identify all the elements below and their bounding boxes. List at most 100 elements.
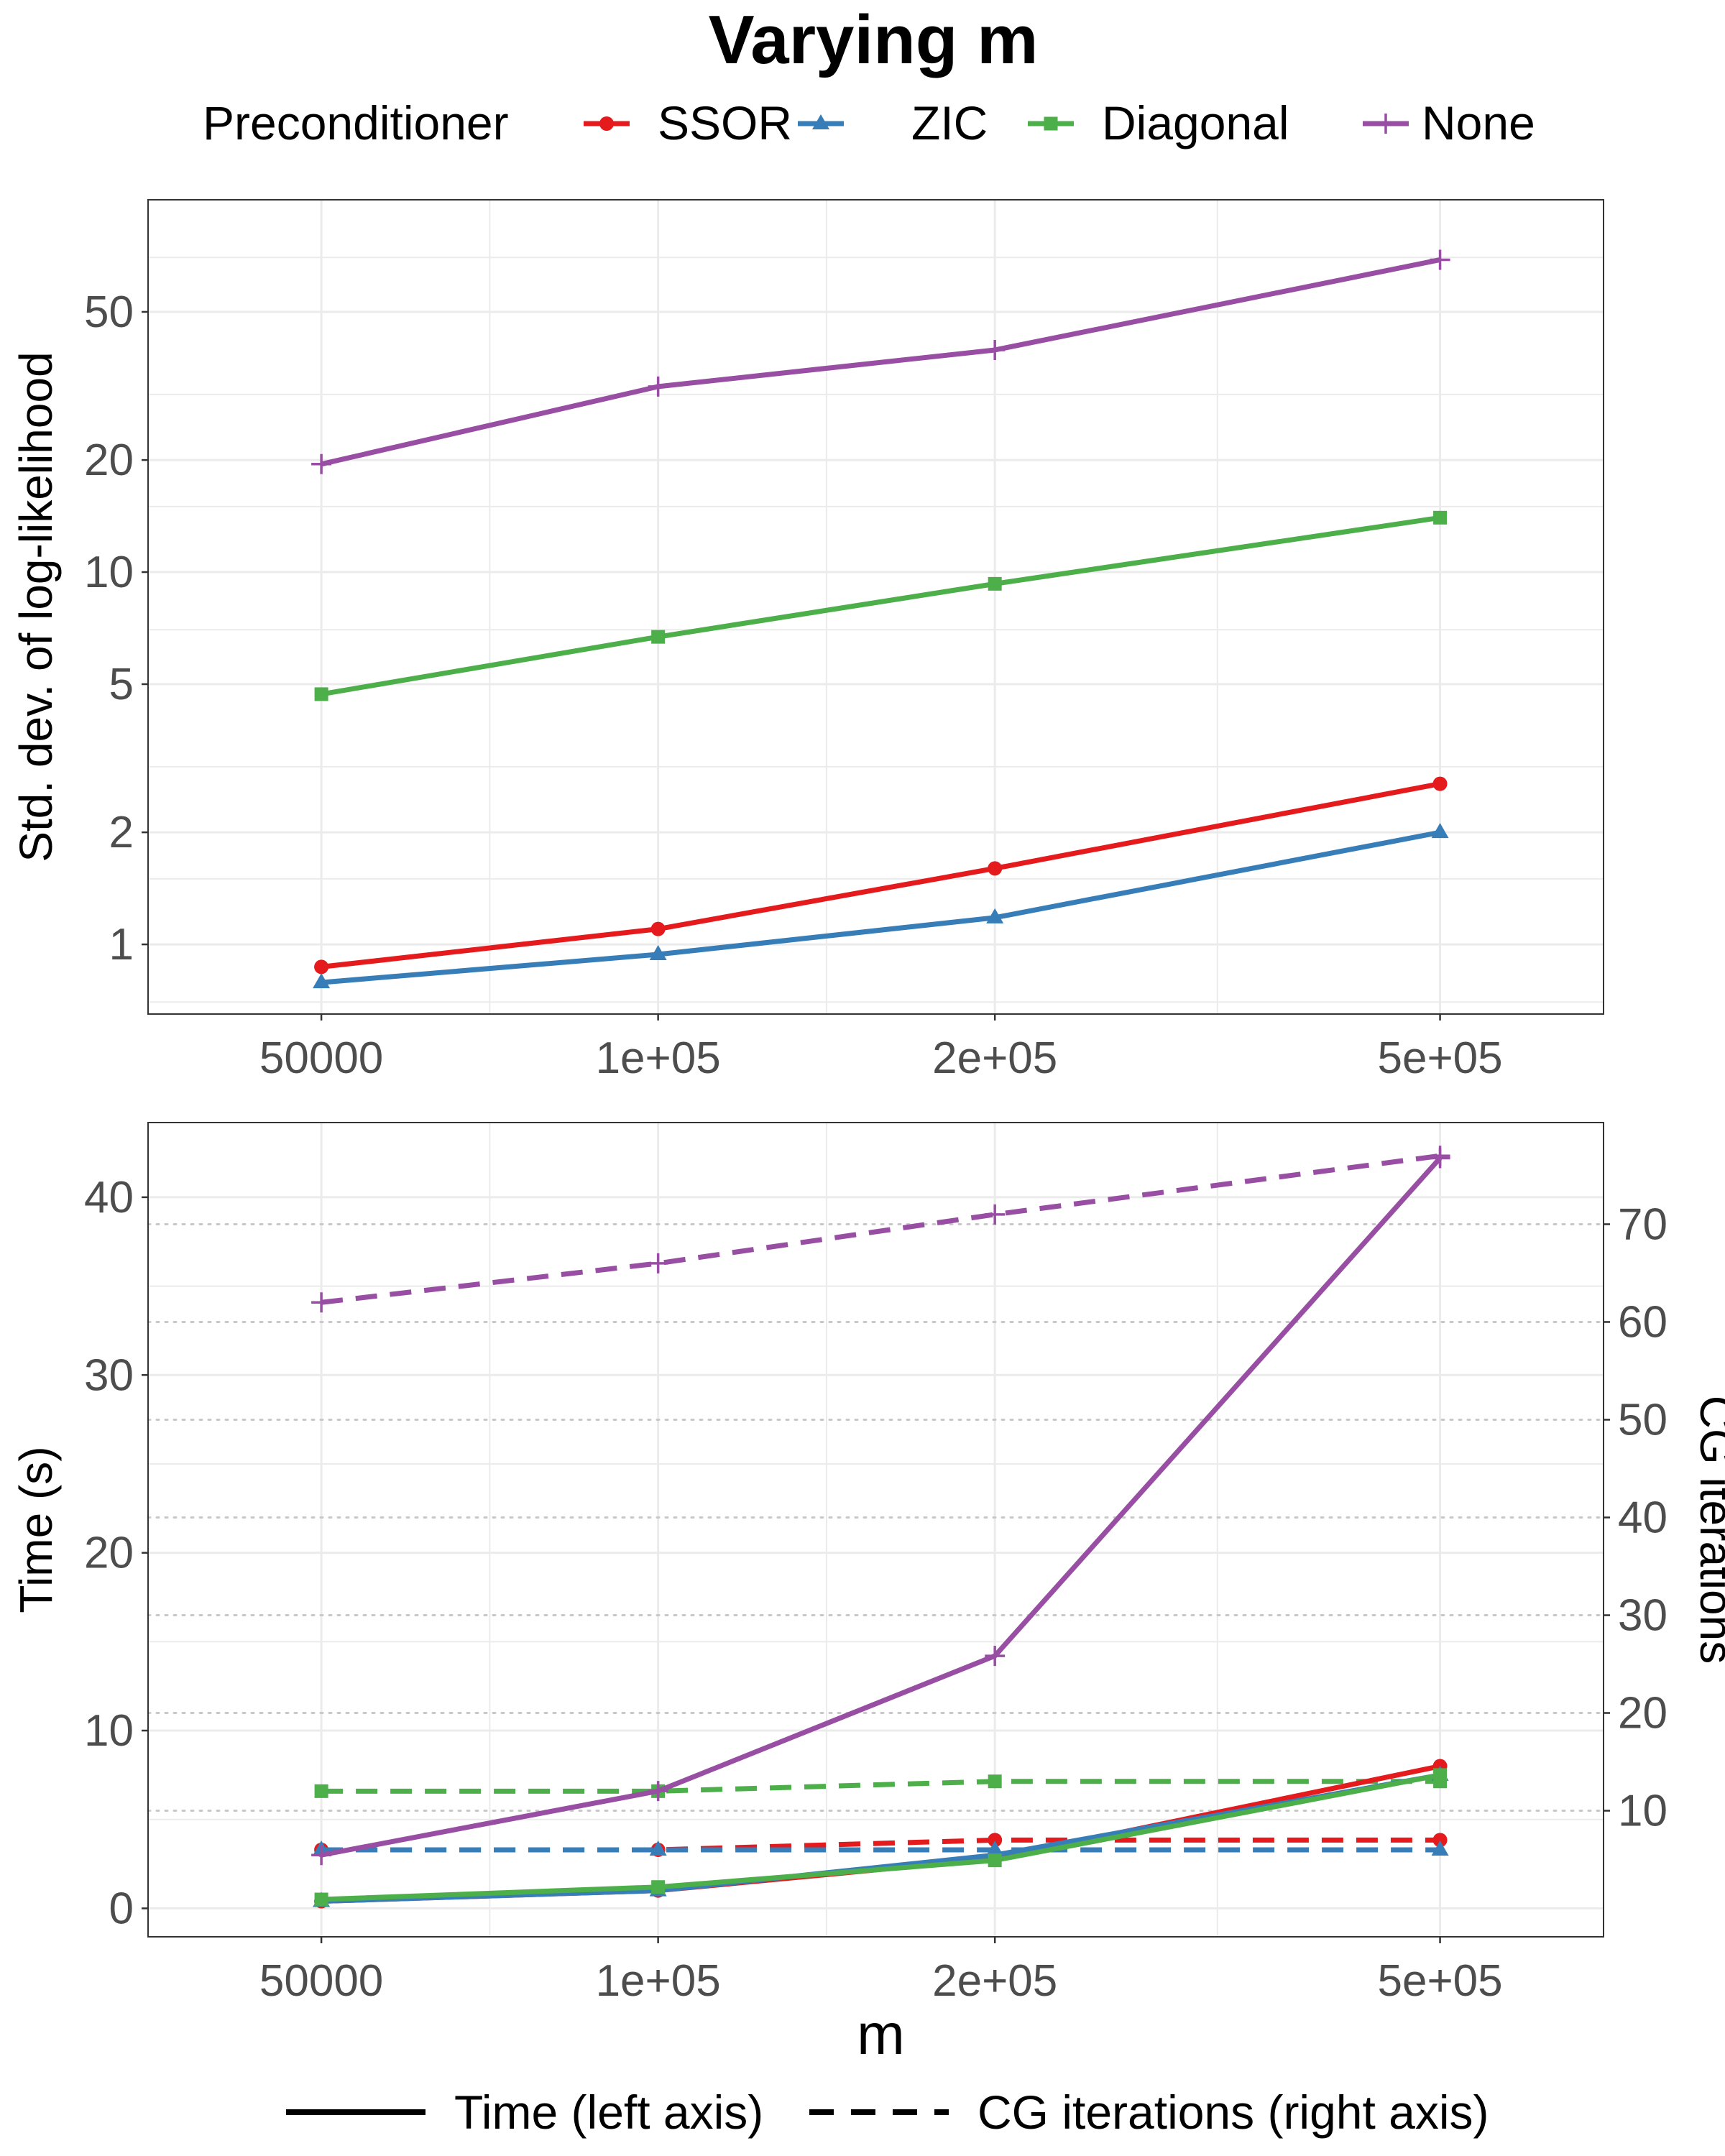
bottom-point-diagonal-time (1433, 1768, 1448, 1782)
legend-label-cg-iterations: CG iterations (right axis) (978, 2086, 1489, 2139)
top-point-ssor (650, 921, 666, 936)
bottom-xtick-label: 1e+05 (596, 1956, 721, 2006)
bottom-point-ssor-cg-iterations (988, 1833, 1003, 1848)
top-series-diagonal (314, 510, 1448, 701)
legend-label-time: Time (left axis) (454, 2086, 763, 2139)
top-point-none (985, 339, 1006, 360)
bottom-point-none-time (311, 1845, 332, 1866)
bottom-point-zic-cg-iterations (649, 1840, 667, 1856)
bottom-point-none-time (648, 1781, 668, 1802)
bottom-y2tick-label: 10 (1618, 1787, 1668, 1836)
top-line-diagonal (321, 515, 1441, 697)
bottom-line-none-time (321, 1156, 1443, 1858)
bottom-y2-axis-title: CG iterations (1690, 1396, 1725, 1664)
top-point-diagonal (314, 687, 328, 701)
top-series-ssor (314, 776, 1448, 975)
top-line-ssor (321, 781, 1441, 969)
legend-key-marker-none (1376, 114, 1396, 134)
bottom-series-diagonal-time (314, 1768, 1448, 1907)
bottom-point-none-time (985, 1646, 1006, 1667)
top-point-none (648, 376, 668, 397)
legend-key-marker-zic (812, 114, 829, 129)
top-panel-border (147, 199, 1604, 1015)
bottom-point-none-cg-iterations (985, 1204, 1006, 1225)
legend-label-diagonal: Diagonal (1102, 96, 1289, 149)
top-ytick-label: 10 (84, 548, 134, 597)
figure-title: Varying m (709, 1, 1039, 78)
top-ytick-label: 5 (109, 660, 134, 709)
bottom-y2tick-label: 20 (1618, 1689, 1668, 1738)
top-point-ssor (314, 959, 329, 975)
bottom-series-ssor-time (314, 1759, 1448, 1909)
bottom-y2tick-label: 40 (1618, 1493, 1668, 1542)
bottom-x-axis-title: m (857, 2002, 905, 2066)
top-point-diagonal (988, 576, 1002, 591)
bottom-point-diagonal-cg-iterations (988, 1774, 1002, 1789)
top-xtick-label: 50000 (259, 1033, 383, 1083)
bottom-point-diagonal-time (988, 1853, 1002, 1868)
bottom-y2tick-label: 30 (1618, 1591, 1668, 1641)
bottom-y2tick-label: 50 (1618, 1395, 1668, 1445)
top-xtick-label: 5e+05 (1377, 1033, 1502, 1083)
legend-key-marker-ssor (599, 116, 614, 131)
bottom-ytick-label: 40 (84, 1173, 134, 1222)
bottom-ytick-label: 10 (84, 1706, 134, 1756)
legend: Preconditioner SSOR ZIC Diagonal None (203, 96, 1535, 149)
bottom-point-none-cg-iterations (648, 1253, 668, 1273)
top-line-none (321, 257, 1441, 467)
bottom-point-diagonal-cg-iterations (314, 1784, 328, 1798)
bottom-xtick-label: 50000 (259, 1956, 383, 2006)
bottom-series-diagonal-cg-iterations (314, 1774, 1448, 1798)
legend-title: Preconditioner (203, 96, 509, 149)
top-point-ssor (1432, 776, 1448, 791)
bottom-y2tick-label: 60 (1618, 1297, 1668, 1347)
bottom-series-none-time (311, 1148, 1450, 1866)
bottom-y-axis-title: Time (s) (10, 1446, 62, 1613)
top-ytick-label: 50 (84, 287, 134, 337)
bottom-point-diagonal-time (314, 1892, 328, 1907)
bottom-point-ssor-cg-iterations (1432, 1833, 1448, 1848)
top-point-zic (1431, 823, 1449, 839)
legend-label-zic: ZIC (911, 96, 988, 149)
top-line-zic (321, 829, 1441, 985)
bottom-panel-border (147, 1122, 1604, 1938)
bottom-xtick-label: 2e+05 (932, 1956, 1057, 2006)
bottom-ytick-label: 30 (84, 1350, 134, 1400)
bottom-series-ssor-cg-iterations (314, 1833, 1448, 1857)
top-ytick-label: 1 (109, 920, 134, 969)
top-point-zic (649, 945, 667, 961)
legend-key-marker-diagonal (1044, 116, 1058, 131)
top-series-zic (313, 823, 1449, 989)
bottom-point-none-time (1430, 1148, 1450, 1169)
bottom-y2tick-label: 70 (1618, 1199, 1668, 1249)
bottom-xtick-label: 5e+05 (1377, 1956, 1502, 2006)
bottom-ytick-label: 0 (109, 1884, 134, 1933)
bottom-line-none-cg-iterations (321, 1153, 1441, 1305)
linetype-legend: Time (left axis) CG iterations (right axi… (286, 2086, 1489, 2139)
legend-label-ssor: SSOR (658, 96, 792, 149)
top-point-zic (313, 973, 331, 989)
top-ytick-label: 2 (109, 808, 134, 857)
top-series-none (311, 249, 1450, 474)
top-xtick-label: 2e+05 (932, 1033, 1057, 1083)
bottom-ytick-label: 20 (84, 1529, 134, 1578)
bottom-point-diagonal-time (651, 1880, 666, 1894)
bottom-series-none-cg-iterations (311, 1146, 1450, 1313)
top-grid (148, 200, 1604, 1014)
top-ytick-label: 20 (84, 436, 134, 485)
bottom-grid (147, 1123, 1605, 1937)
top-y-axis-title: Std. dev. of log-likelihood (10, 351, 62, 862)
top-point-zic (986, 908, 1004, 923)
top-point-diagonal (651, 630, 666, 644)
bottom-point-none-cg-iterations (311, 1292, 332, 1313)
bottom-line-diagonal-time (321, 1772, 1441, 1902)
top-point-none (1430, 249, 1450, 270)
top-xtick-label: 1e+05 (596, 1033, 721, 1083)
panel-std-dev: 1 2 5 10 20 50 50000 1e+05 2e+05 5e+05 Std. dev. o… (10, 199, 1604, 1083)
top-point-ssor (988, 861, 1003, 876)
bottom-point-zic-cg-iterations (1431, 1840, 1449, 1856)
top-point-none (311, 453, 332, 474)
top-point-diagonal (1433, 510, 1448, 525)
panel-time-cg: 0 10 20 30 40 10 20 30 40 50 60 70 50000 1e+05 2e+05 5e… (10, 1122, 1725, 2066)
